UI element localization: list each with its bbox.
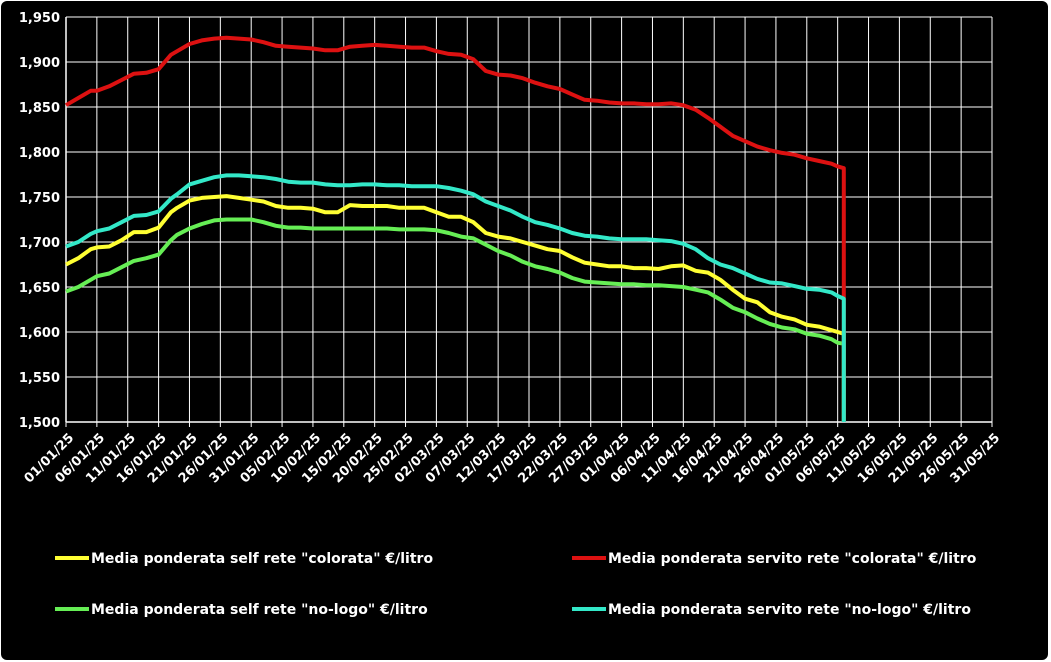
legend-label: Media ponderata servito rete "no-logo" €… [608,602,971,618]
y-tick-label: 1,750 [19,191,60,206]
y-tick-label: 1,800 [19,146,60,161]
y-axis-ticks: 1,500 1,550 1,600 1,650 1,700 1,750 1,800 1,850… [19,11,60,431]
y-tick-label: 1,550 [19,371,60,386]
y-tick-label: 1,700 [19,236,60,251]
series-line-3 [64,35,846,422]
legend-label: Media ponderata self rete "no-logo" €/li… [91,602,428,618]
y-tick-label: 1,600 [19,326,60,341]
series-lines [64,35,846,422]
x-axis-ticks: 01/01/2506/01/2511/01/2516/01/2521/01/25… [22,431,1004,487]
y-tick-label: 1,850 [19,101,60,116]
series-line-2 [65,217,846,422]
series-line-4 [65,173,846,422]
series-line-1 [65,194,846,422]
y-tick-label: 1,950 [19,11,60,26]
y-tick-label: 1,500 [19,416,60,431]
legend-label: Media ponderata self rete "colorata" €/l… [91,551,433,567]
y-tick-label: 1,650 [19,281,60,296]
legend-label: Media ponderata servito rete "colorata" … [608,551,977,567]
y-tick-label: 1,900 [19,56,60,71]
legend: Media ponderata self rete "colorata" €/l… [55,551,977,618]
